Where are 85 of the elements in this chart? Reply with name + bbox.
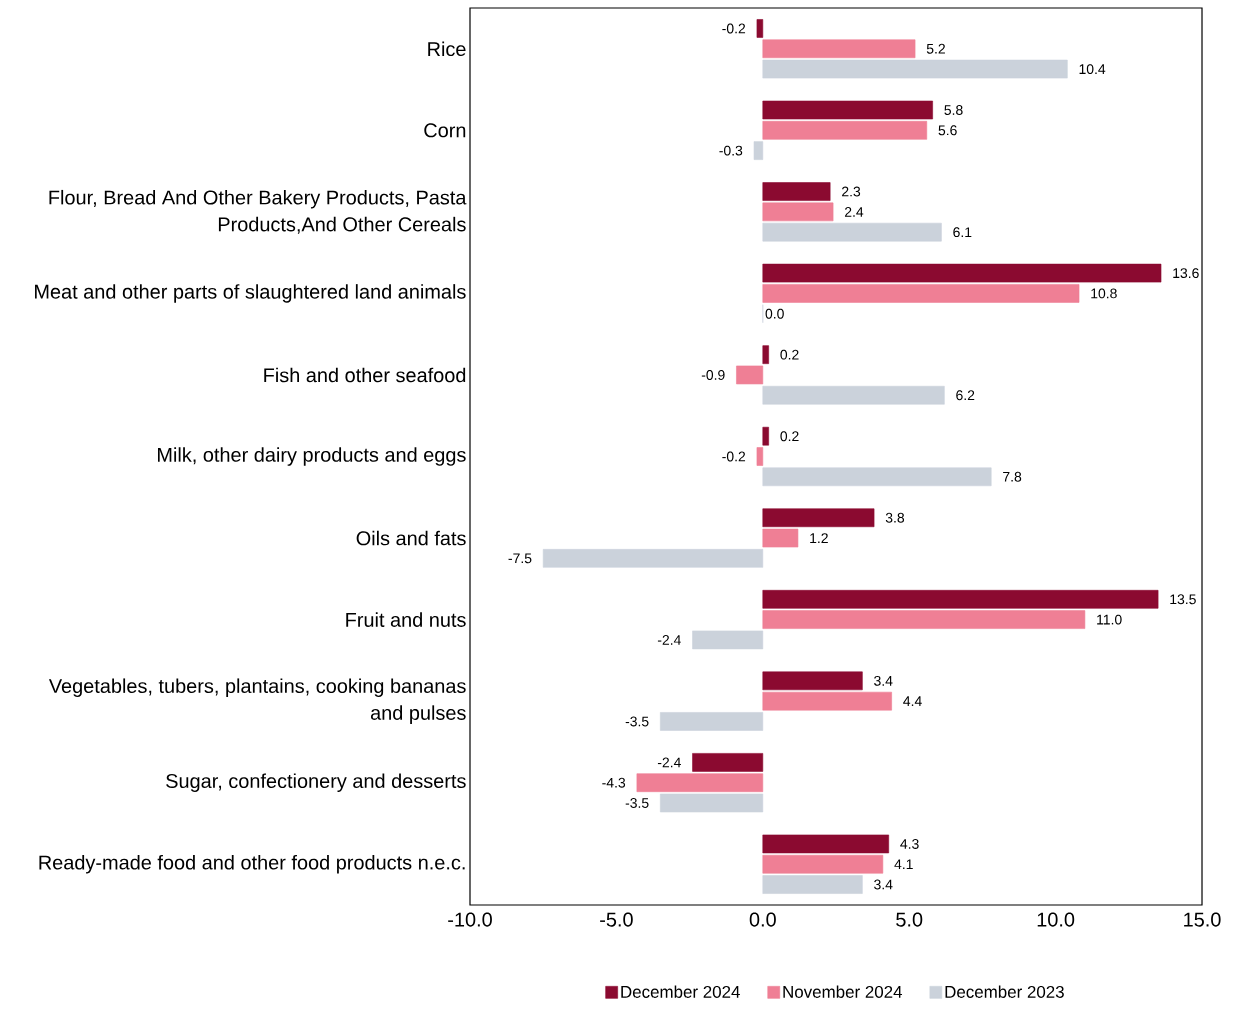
bar <box>762 875 863 894</box>
data-label: 10.4 <box>1079 64 1106 75</box>
data-label: -3.5 <box>625 716 649 727</box>
data-label: 4.3 <box>900 838 919 849</box>
x-tick-label: 10.0 <box>1037 912 1075 927</box>
data-label: 6.1 <box>953 227 972 238</box>
x-tick-label: 15.0 <box>1184 912 1221 927</box>
data-label: 3.4 <box>874 675 893 686</box>
bar <box>762 182 831 201</box>
x-tick-label: -5.0 <box>600 912 633 927</box>
legend-label: November 2024 <box>783 985 903 998</box>
y-tick-label: Sugar, confectionery and desserts <box>166 773 466 792</box>
data-label: 13.6 <box>1173 268 1199 279</box>
data-label: 10.8 <box>1091 288 1117 299</box>
data-label: 5.8 <box>944 105 963 115</box>
bar <box>762 39 916 59</box>
bar <box>762 610 1086 629</box>
bar <box>762 345 769 364</box>
bar <box>762 59 1068 79</box>
data-label: 4.1 <box>894 859 913 870</box>
bar <box>660 793 764 813</box>
bar <box>692 630 764 650</box>
bar <box>762 671 863 691</box>
data-label: 2.4 <box>844 206 864 217</box>
y-tick-label: Milk, other dairy products and eggs <box>158 447 466 466</box>
data-label: -0.2 <box>722 23 746 34</box>
bar <box>762 202 834 222</box>
data-label: 6.2 <box>956 390 975 401</box>
data-label: 1.2 <box>810 533 828 543</box>
data-label: 0.2 <box>780 349 799 360</box>
bar <box>762 426 769 446</box>
bar <box>762 121 928 140</box>
x-tick-label: -10.0 <box>448 912 492 927</box>
bar <box>762 385 945 405</box>
bar <box>762 100 933 120</box>
y-tick-label: Vegetables, tubers, plantains, cooking bananas and pulses <box>48 678 466 724</box>
data-label: -2.4 <box>657 635 681 645</box>
data-label: 0.2 <box>780 431 799 442</box>
data-label: 4.4 <box>903 696 922 706</box>
x-tick-label: 0.0 <box>749 912 776 927</box>
bar <box>756 447 764 466</box>
data-label: 0.0 <box>765 308 784 319</box>
bar <box>542 549 764 568</box>
data-label: 5.6 <box>938 125 957 136</box>
data-label: -2.4 <box>657 757 681 768</box>
x-tick-label: 5.0 <box>896 912 923 927</box>
data-label: -0.3 <box>719 145 743 156</box>
bar <box>762 854 884 874</box>
bar <box>762 222 942 242</box>
bar <box>762 467 992 487</box>
bar <box>762 528 799 548</box>
bar <box>660 712 764 731</box>
data-label: 2.3 <box>842 186 861 197</box>
data-label: 3.8 <box>885 512 905 523</box>
data-label: 3.4 <box>874 879 893 890</box>
legend-label: December 2024 <box>621 985 740 998</box>
bar <box>636 773 764 792</box>
y-tick-label: Fruit and nuts <box>346 612 466 627</box>
data-label: 7.8 <box>1003 471 1022 482</box>
data-label: 11.0 <box>1097 614 1122 625</box>
bar <box>762 263 1162 283</box>
y-tick-label: Rice <box>428 41 466 57</box>
y-tick-label: Ready-made food and other food products n.e.c. <box>39 854 465 874</box>
bar <box>762 508 875 528</box>
y-tick-label: Corn <box>424 123 466 138</box>
data-label: -7.5 <box>508 553 532 564</box>
data-label: -3.5 <box>625 798 649 808</box>
bar <box>762 590 1159 609</box>
data-label: -4.3 <box>602 777 626 788</box>
legend-label: December 2023 <box>945 985 1064 998</box>
bar <box>692 753 764 772</box>
bar <box>762 834 890 854</box>
y-tick-label: Oils and fats <box>356 530 466 546</box>
bar <box>762 691 892 711</box>
data-label: -0.9 <box>701 370 725 380</box>
y-tick-label: Flour, Bread And Other Bakery Products, Pasta Products,And Other Cereals <box>49 189 467 234</box>
data-label: 13.5 <box>1170 594 1196 605</box>
y-tick-label: Meat and other parts of slaughtered land animals <box>35 284 466 303</box>
bar <box>762 284 1080 303</box>
y-tick-label: Fish and other seafood <box>264 367 466 383</box>
bar <box>756 19 764 38</box>
data-label: -0.2 <box>722 451 746 462</box>
bar <box>736 365 764 385</box>
bar <box>753 141 764 160</box>
data-label: 5.2 <box>926 43 945 54</box>
